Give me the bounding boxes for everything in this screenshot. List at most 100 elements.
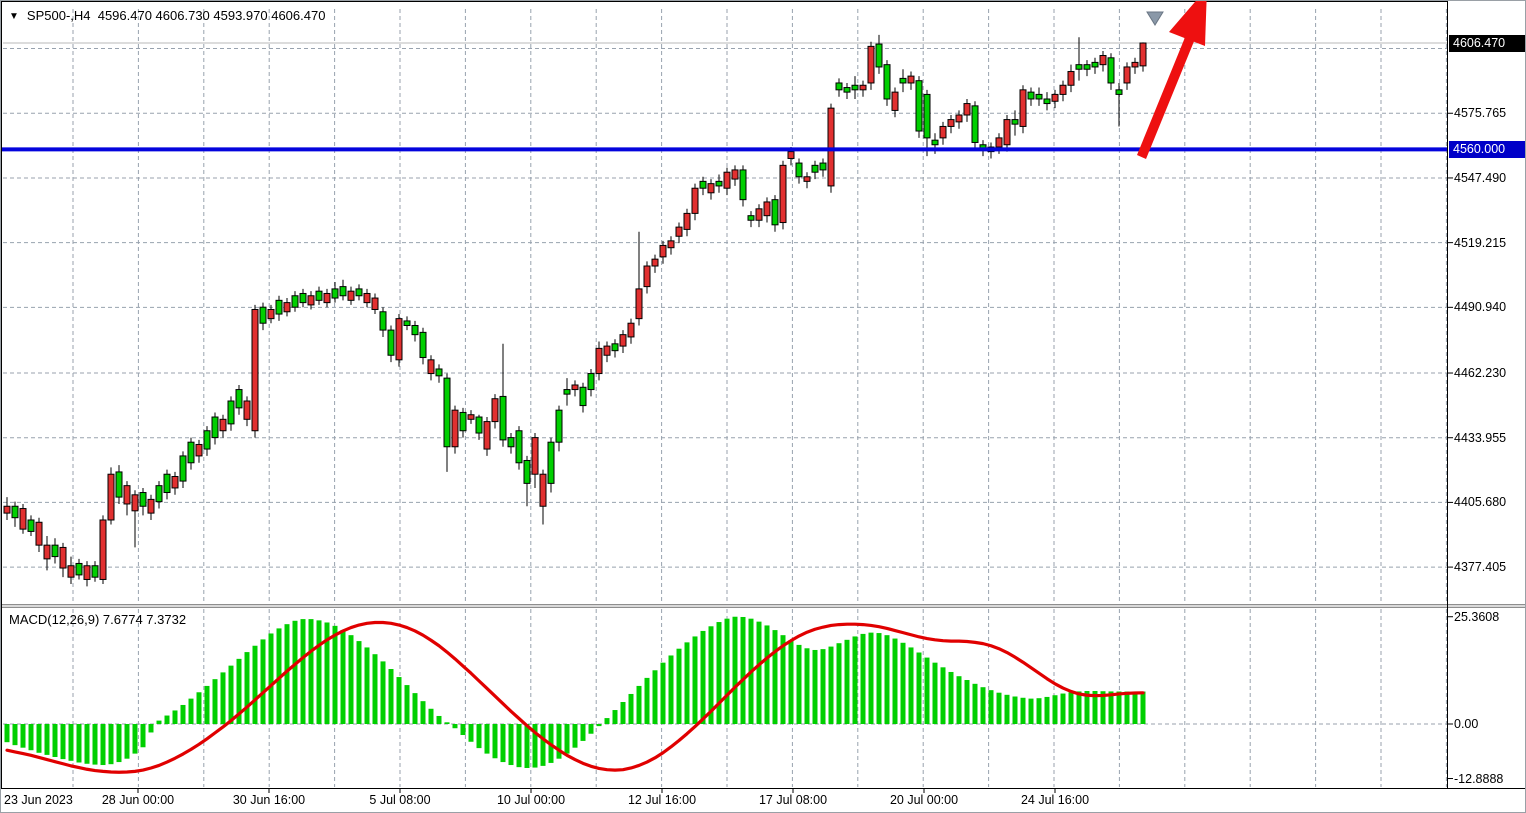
candle-body [499, 395, 507, 441]
macd-histogram-bar [1052, 695, 1058, 724]
candle-body [403, 320, 411, 326]
candle-body [795, 162, 803, 178]
macd-histogram-bar [844, 639, 850, 724]
macd-histogram-bar [220, 672, 226, 724]
macd-histogram-bar [204, 685, 210, 724]
candle-body [139, 492, 147, 507]
macd-histogram-bar [108, 724, 114, 765]
candle-body [667, 240, 675, 249]
macd-histogram-bar [916, 652, 922, 724]
macd-indicator-label: MACD(12,26,9) 7.6774 7.3732 [9, 612, 187, 627]
candle-body [595, 347, 603, 375]
candle-body [123, 485, 131, 505]
candle-body [531, 437, 539, 475]
candle-body [907, 75, 915, 84]
macd-histogram-bar [540, 724, 546, 766]
candle-body [427, 359, 435, 375]
macd-histogram-bar [52, 724, 58, 757]
panel-splitter[interactable] [1, 604, 1526, 608]
up-arrow-shaft[interactable] [1137, 30, 1197, 159]
candle-body [451, 409, 459, 448]
candle-body [603, 345, 611, 356]
macd-histogram-bar [436, 715, 442, 724]
macd-histogram-bar [1124, 691, 1130, 724]
candle-body [931, 139, 939, 146]
macd-histogram-bar [300, 619, 306, 724]
macd-histogram-bar [76, 724, 82, 763]
candle-body [211, 416, 219, 439]
macd-histogram-bar [116, 724, 122, 763]
macd-histogram-bar [980, 687, 986, 724]
macd-histogram-bar [228, 665, 234, 724]
macd-histogram-bar [20, 724, 26, 748]
candle-body [707, 183, 715, 194]
candle-body [459, 411, 467, 432]
macd-histogram-bar [292, 620, 298, 724]
macd-histogram-bar [788, 640, 794, 724]
macd-histogram-bar [364, 647, 370, 724]
candle-body [787, 151, 795, 159]
macd-histogram-bar [796, 644, 802, 724]
macd-histogram-bar [324, 622, 330, 724]
macd-histogram-bar [988, 690, 994, 724]
candle-body [563, 389, 571, 395]
candle-body [1019, 89, 1027, 127]
candle-body [43, 544, 51, 560]
candle-body [259, 306, 267, 324]
macd-histogram-bar [372, 654, 378, 724]
macd-histogram-bar [1028, 698, 1034, 724]
candle-body [91, 565, 99, 578]
macd-histogram-bar [476, 724, 482, 749]
macd-histogram-bar [420, 701, 426, 724]
candle-body [1115, 89, 1123, 95]
candle-body [507, 437, 515, 448]
macd-histogram-bar [492, 724, 498, 759]
symbol-dropdown-icon[interactable]: ▼ [9, 11, 19, 22]
macd-histogram-bar [124, 724, 130, 759]
macd-histogram-bar [172, 710, 178, 724]
price-axis-label: 4547.490 [1454, 170, 1507, 185]
macd-histogram-bar [852, 636, 858, 724]
candle-body [411, 324, 419, 336]
candle-body [467, 414, 475, 420]
candle-body [163, 473, 171, 494]
price-axis-label: 4462.230 [1454, 366, 1507, 381]
candle-body [747, 215, 755, 221]
macd-histogram-bar [932, 662, 938, 724]
macd-histogram-bar [884, 635, 890, 724]
macd-histogram-bar [956, 676, 962, 724]
candle-body [867, 45, 875, 84]
candle-body [83, 565, 91, 580]
macd-histogram-bar [964, 680, 970, 724]
candle-body [523, 459, 531, 484]
autoscroll-marker-icon[interactable] [1146, 11, 1164, 26]
up-arrow-head[interactable] [1169, 1, 1207, 46]
price-axis-label: 4405.680 [1454, 495, 1507, 510]
candle-body [243, 400, 251, 420]
macd-histogram-bar [756, 621, 762, 724]
macd-histogram-bar [1020, 697, 1026, 724]
candle-body [675, 226, 683, 237]
macd-histogram-bar [804, 648, 810, 724]
macd-histogram-bar [92, 724, 98, 765]
macd-histogram-bar [460, 724, 466, 735]
macd-histogram-bar [580, 724, 586, 741]
macd-histogram-bar [404, 685, 410, 724]
macd-histogram-bar [484, 724, 490, 754]
candle-body [763, 201, 771, 217]
macd-histogram-bar [948, 671, 954, 724]
candle-body [1027, 91, 1035, 100]
time-axis-label: 12 Jul 16:00 [627, 793, 697, 807]
candle-body [3, 505, 11, 514]
candle-body [435, 368, 443, 377]
candle-body [1083, 64, 1091, 70]
current-price-badge: 4606.470 [1449, 35, 1525, 52]
macd-histogram-bar [740, 616, 746, 724]
macd-histogram-bar [260, 639, 266, 724]
candle-body [899, 77, 907, 84]
macd-histogram-bar [1132, 691, 1138, 724]
time-axis-label: 5 Jul 08:00 [369, 793, 431, 807]
macd-histogram-bar [692, 636, 698, 724]
candle-body [371, 297, 379, 310]
